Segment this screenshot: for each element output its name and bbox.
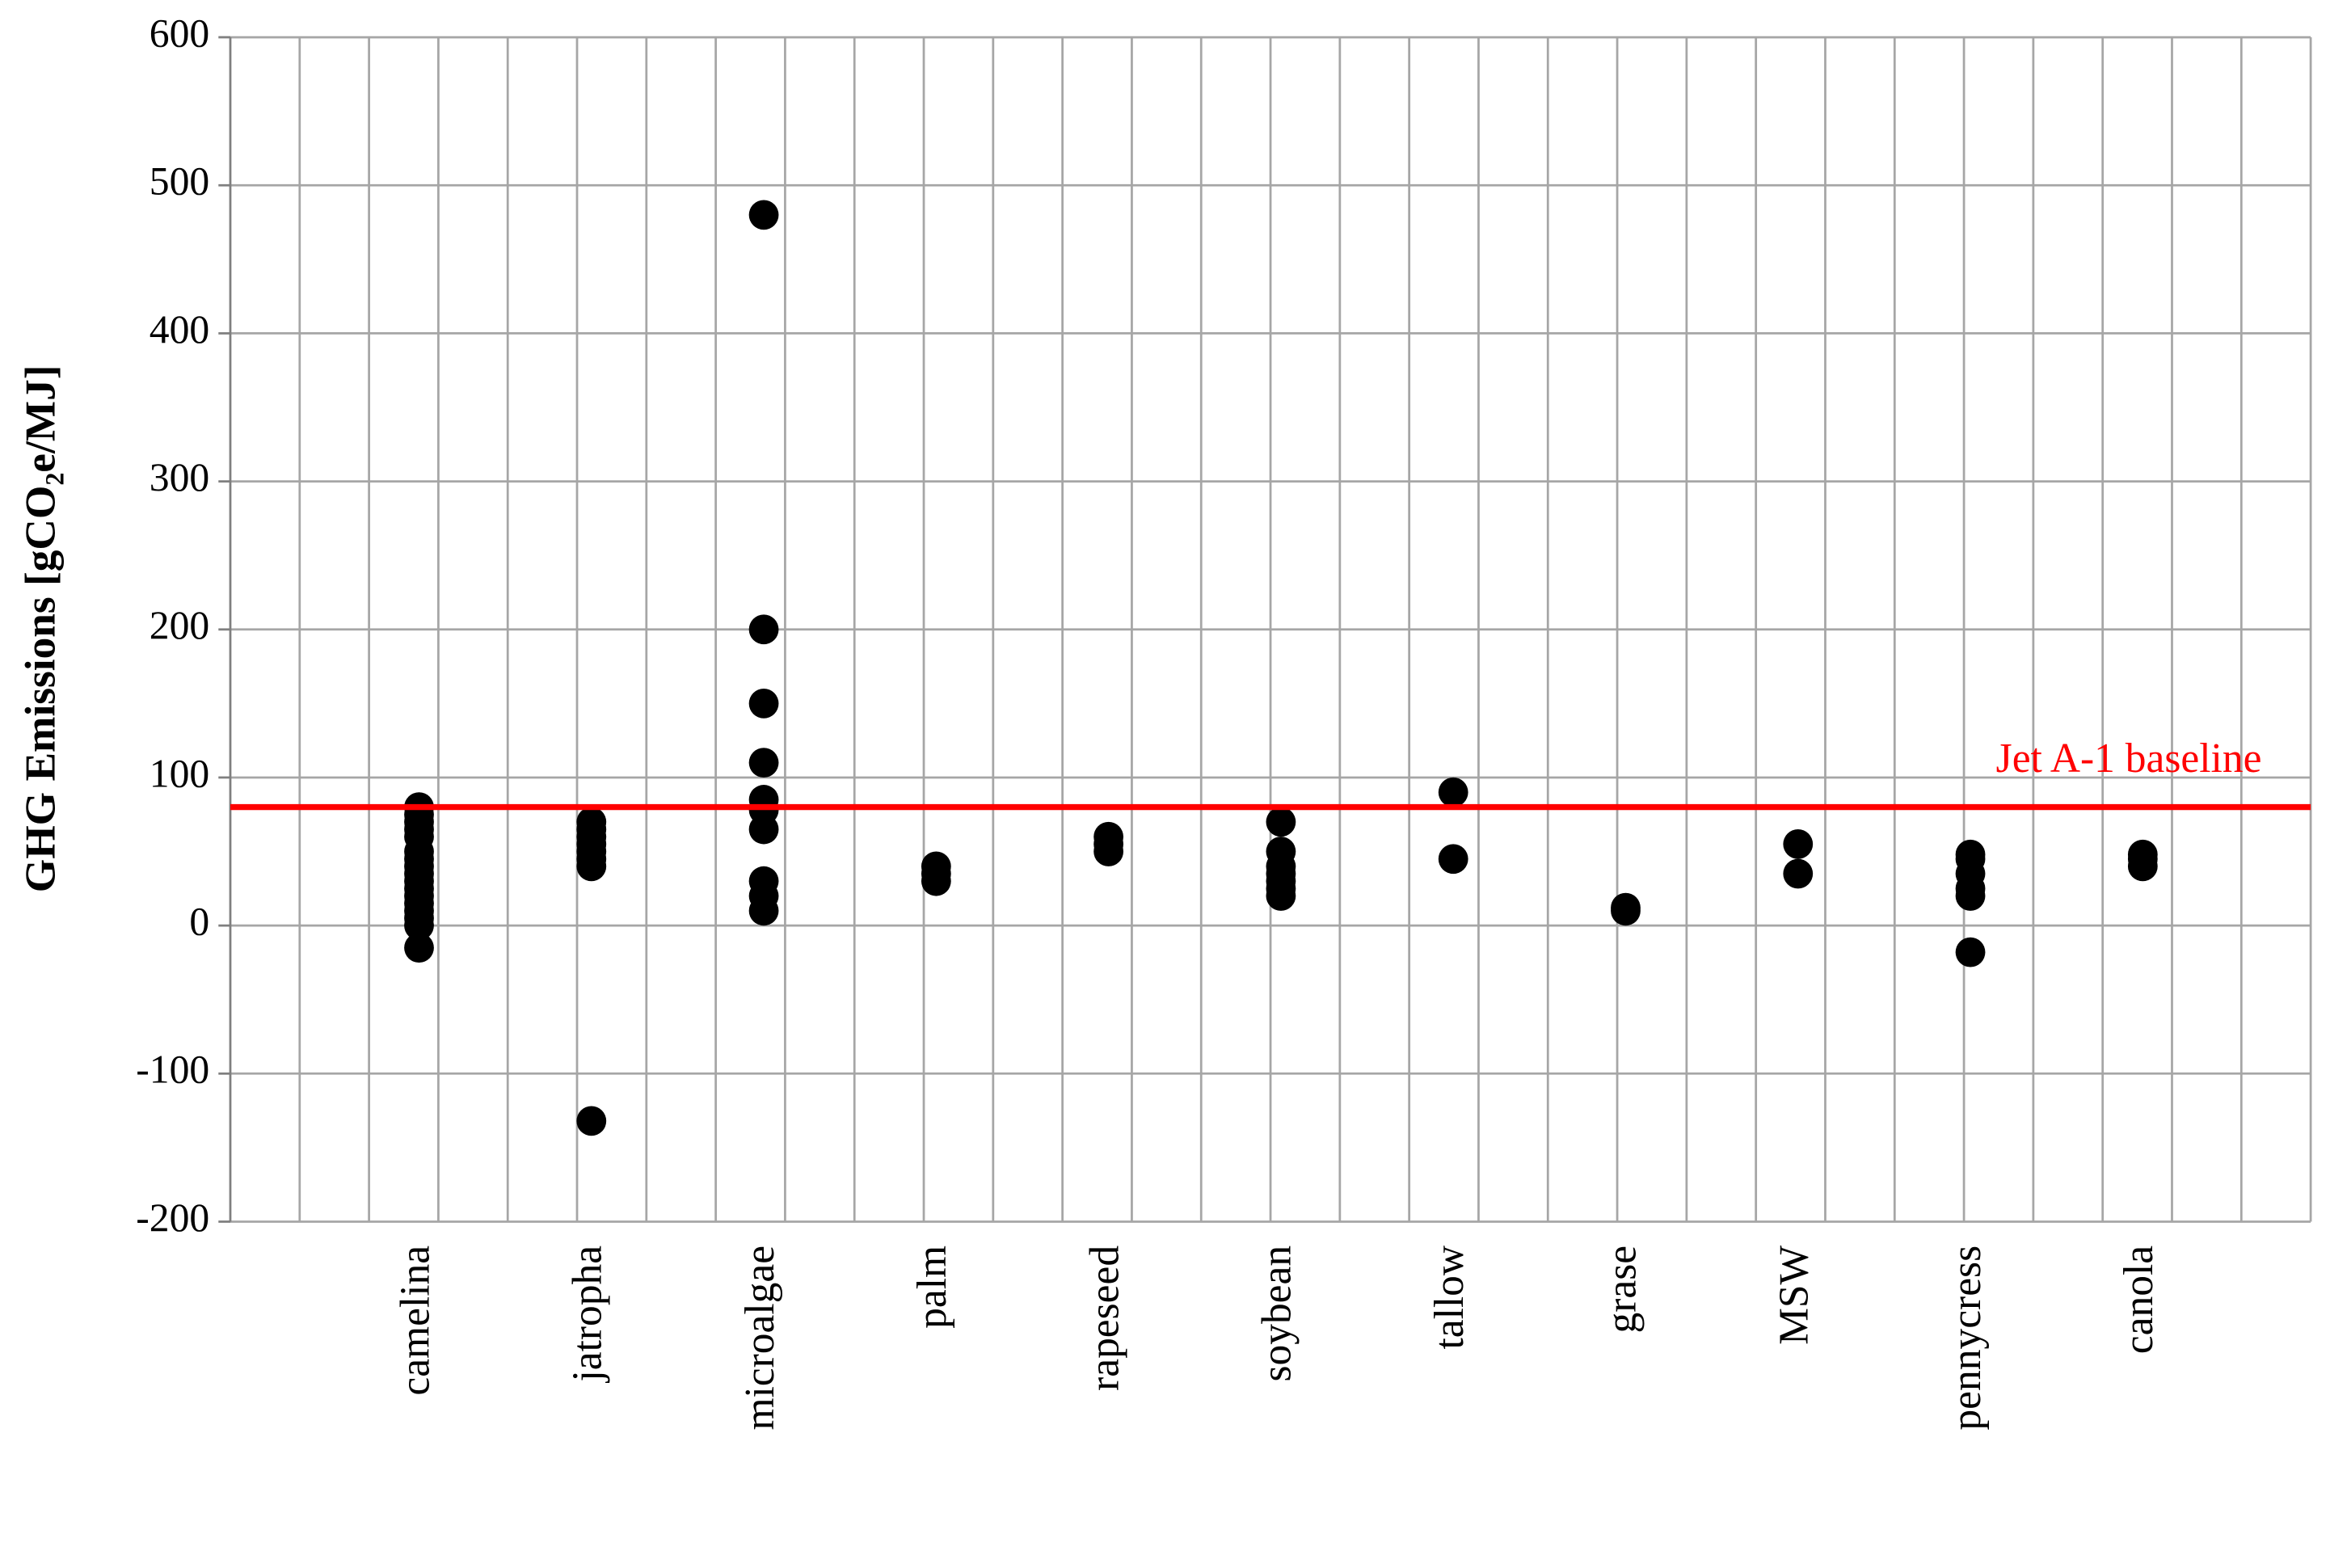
y-tick-label: 600	[150, 11, 209, 55]
y-tick-label: -100	[136, 1047, 209, 1092]
data-point	[748, 814, 779, 845]
data-point	[1266, 807, 1296, 837]
data-point	[2127, 839, 2158, 870]
data-point	[1093, 821, 1124, 852]
y-tick-label: 400	[150, 307, 209, 352]
x-tick-label: grase	[1599, 1246, 1645, 1334]
y-tick-label: 500	[150, 159, 209, 204]
data-point	[748, 748, 779, 778]
data-point	[404, 933, 434, 963]
y-axis-label: GHG Emissions [gCO₂e/MJ]	[15, 365, 64, 892]
x-tick-label: camelina	[392, 1246, 438, 1396]
data-point	[748, 896, 779, 926]
data-point	[921, 851, 951, 882]
x-tick-label: rapeseed	[1081, 1246, 1127, 1391]
y-tick-label: 100	[150, 751, 209, 795]
data-point	[748, 200, 779, 230]
y-tick-label: 200	[150, 603, 209, 647]
data-point	[1783, 858, 1814, 889]
y-tick-label: 0	[189, 900, 209, 944]
data-point	[1438, 777, 1468, 807]
data-point	[748, 614, 779, 645]
x-tick-label: tallow	[1426, 1246, 1473, 1350]
x-tick-label: jatropha	[565, 1246, 611, 1384]
data-point	[1783, 828, 1814, 859]
data-point	[576, 1106, 607, 1136]
x-tick-label: pennycress	[1944, 1246, 1990, 1431]
x-tick-label: palm	[909, 1246, 955, 1329]
baseline-label: Jet A-1 baseline	[1996, 736, 2262, 782]
x-tick-label: MSW	[1772, 1245, 1818, 1344]
data-point	[1266, 837, 1296, 866]
y-tick-label: -200	[136, 1195, 209, 1240]
data-point	[1438, 844, 1468, 875]
data-point	[748, 688, 779, 719]
y-tick-label: 300	[150, 455, 209, 499]
x-tick-label: canola	[2116, 1246, 2162, 1354]
data-point	[1611, 892, 1641, 923]
data-point	[1955, 937, 1986, 967]
data-point	[1955, 839, 1986, 870]
x-tick-label: soybean	[1254, 1246, 1300, 1382]
x-tick-label: microalgae	[737, 1246, 783, 1431]
data-point	[576, 807, 607, 837]
